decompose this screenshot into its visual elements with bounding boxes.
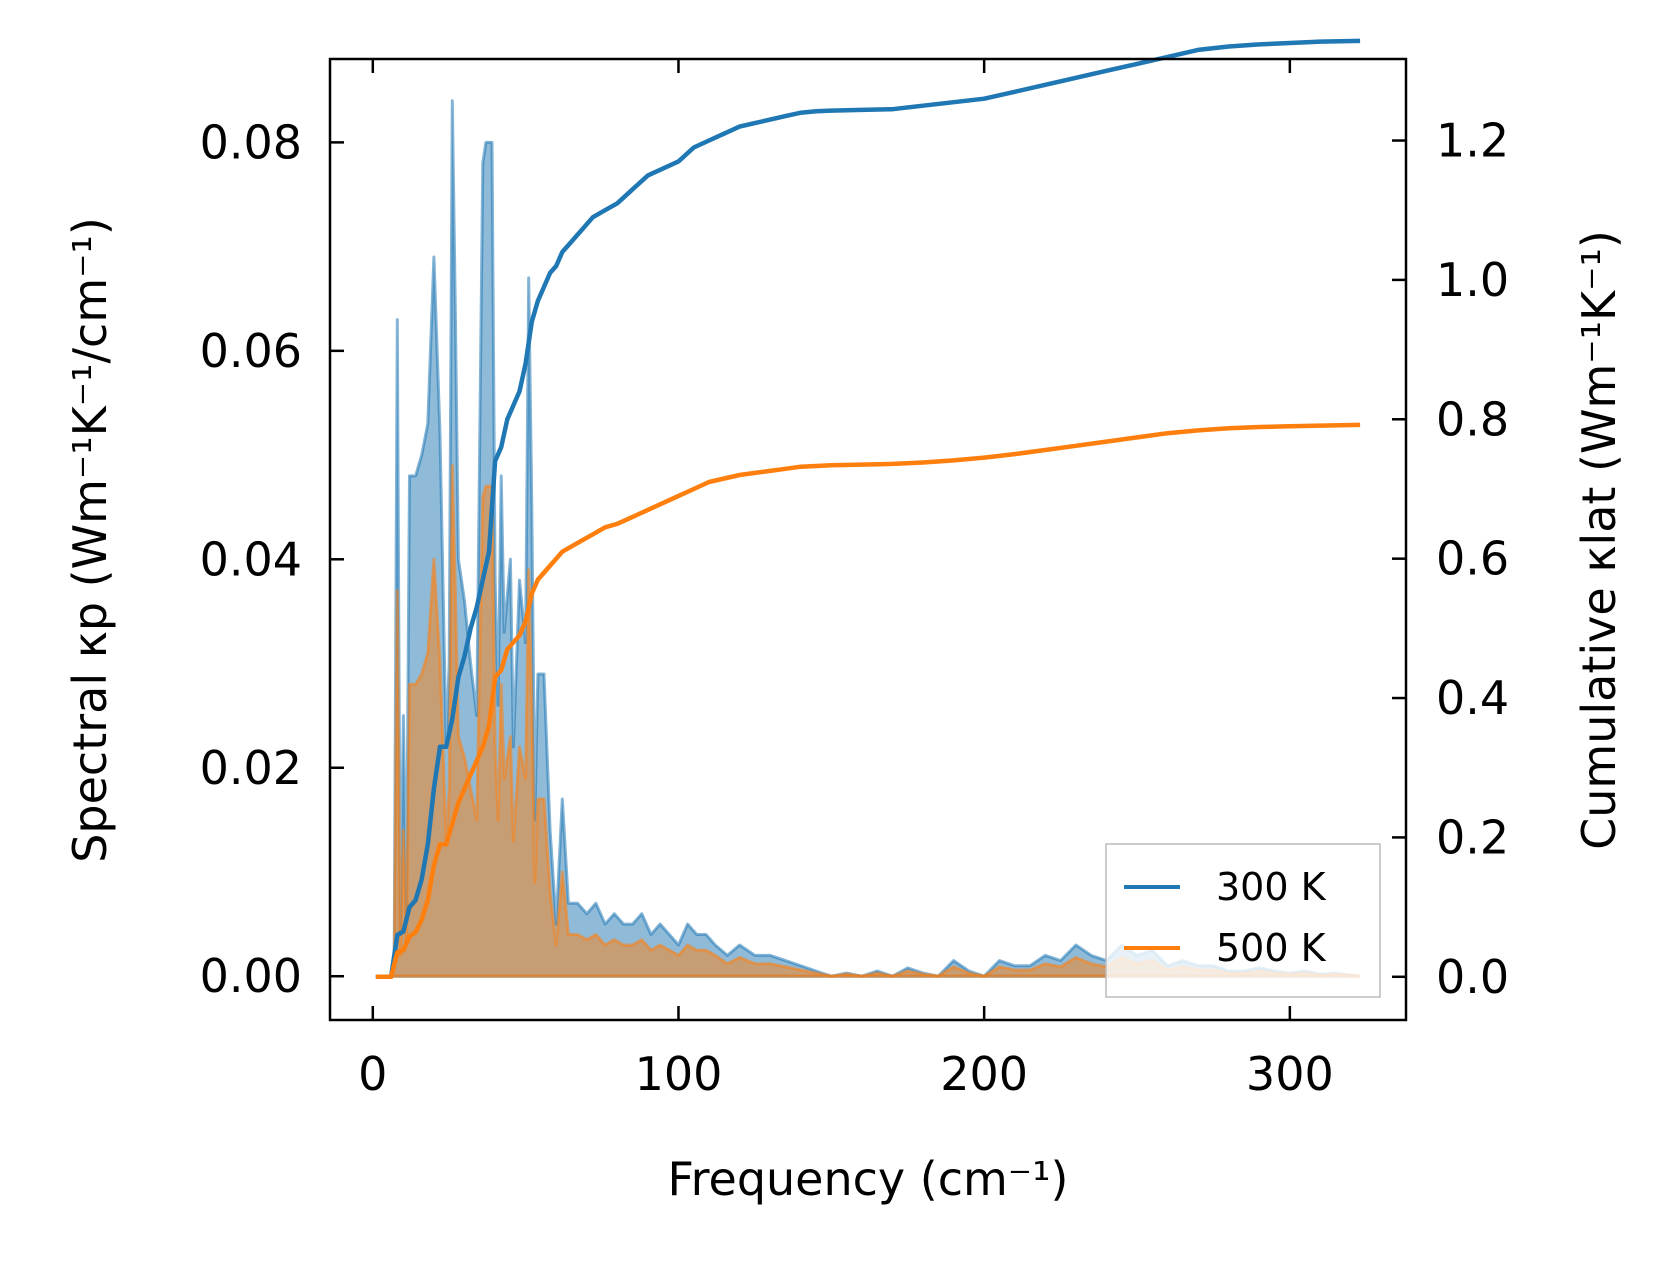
y-tick-label-left: 0.04 — [200, 532, 302, 586]
legend-label-300k: 300 K — [1216, 865, 1327, 909]
legend-box — [1105, 843, 1381, 998]
y-tick-label-right: 0.0 — [1436, 950, 1509, 1004]
y-axis-right-title: Cumulative κlat (Wm⁻¹K⁻¹) — [1572, 230, 1626, 850]
y-axis-left-title: Spectral κp (Wm⁻¹K⁻¹/cm⁻¹) — [63, 217, 117, 863]
y-tick-label-right: 0.2 — [1436, 810, 1509, 864]
spectral-area-500k — [375, 465, 1361, 977]
y-tick-label-left: 0.00 — [200, 949, 302, 1003]
cumulative-line-500k — [375, 422, 1361, 980]
legend: 300 K 500 K — [1105, 843, 1381, 998]
y-tick-label-right: 0.4 — [1436, 671, 1509, 725]
y-tick-label-right: 1.2 — [1436, 114, 1509, 168]
y-tick-label-left: 0.08 — [200, 115, 302, 169]
y-tick-label-right: 0.6 — [1436, 532, 1509, 586]
y-axis-right: 0.0 0.2 0.4 0.6 0.8 1.0 1.2 — [1392, 114, 1509, 1004]
cumulative-line-300k — [375, 38, 1361, 980]
x-tick-label: 0 — [358, 1047, 387, 1101]
y-axis-left: 0.00 0.02 0.04 0.06 0.08 — [200, 115, 344, 1003]
x-axis: 0 100 200 300 — [358, 59, 1334, 1101]
x-tick-label: 300 — [1246, 1047, 1334, 1101]
x-tick-label: 200 — [940, 1047, 1028, 1101]
x-tick-label: 100 — [635, 1047, 723, 1101]
legend-label-500k: 500 K — [1216, 926, 1327, 970]
y-tick-label-right: 0.8 — [1436, 392, 1509, 446]
y-tick-label-left: 0.02 — [200, 741, 302, 795]
y-tick-label-left: 0.06 — [200, 324, 302, 378]
x-axis-title-text: Frequency (cm⁻¹) — [668, 1152, 1069, 1206]
y-axis-right-title-text: Cumulative κlat (Wm⁻¹K⁻¹) — [1572, 230, 1626, 850]
y-tick-label-right: 1.0 — [1436, 253, 1509, 307]
x-axis-title: Frequency (cm⁻¹) — [668, 1152, 1069, 1206]
axes-frame — [328, 57, 1408, 1022]
y-axis-left-title-text: Spectral κp (Wm⁻¹K⁻¹/cm⁻¹) — [63, 217, 117, 863]
